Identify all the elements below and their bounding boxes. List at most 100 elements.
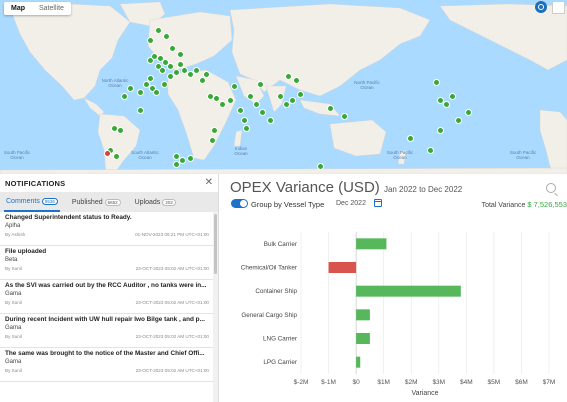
vessel-marker[interactable] xyxy=(241,117,248,124)
satellite-tab[interactable]: Satellite xyxy=(39,5,64,12)
vessel-marker[interactable] xyxy=(437,97,444,104)
vessel-marker[interactable] xyxy=(219,101,226,108)
vessel-marker[interactable] xyxy=(137,107,144,114)
vessel-marker[interactable] xyxy=(111,125,118,132)
vessel-marker[interactable] xyxy=(293,77,300,84)
vessel-marker[interactable] xyxy=(121,93,128,100)
vessel-marker[interactable] xyxy=(209,137,216,144)
vessel-marker[interactable] xyxy=(253,101,260,108)
tab-comments[interactable]: Comments 9536 xyxy=(4,192,60,212)
vessel-marker[interactable] xyxy=(147,37,154,44)
vessel-marker[interactable] xyxy=(193,67,200,74)
vessel-marker[interactable] xyxy=(297,91,304,98)
list-item[interactable]: File uploaded Beta By Sunil 23-OCT-2023 0… xyxy=(0,246,214,280)
vessel-marker[interactable] xyxy=(257,81,264,88)
vessel-marker[interactable] xyxy=(227,97,234,104)
vessel-marker[interactable] xyxy=(169,45,176,52)
vessel-marker[interactable] xyxy=(173,161,180,168)
vessel-marker[interactable] xyxy=(407,135,414,142)
scrollbar[interactable] xyxy=(213,212,218,402)
date-range: Jan 2022 to Dec 2022 xyxy=(383,185,463,194)
vessel-marker[interactable] xyxy=(259,109,266,116)
vessel-marker[interactable] xyxy=(147,57,154,64)
vessel-marker-alert[interactable] xyxy=(104,150,111,157)
vessel-marker[interactable] xyxy=(113,153,120,160)
vessel-marker[interactable] xyxy=(289,97,296,104)
map-search-icon[interactable] xyxy=(535,1,547,13)
vessel-marker[interactable] xyxy=(341,113,348,120)
vessel-marker[interactable] xyxy=(153,89,160,96)
vessel-marker[interactable] xyxy=(277,93,284,100)
vessel-marker[interactable] xyxy=(267,117,274,124)
vessel-marker[interactable] xyxy=(317,163,324,170)
vessel-marker[interactable] xyxy=(179,157,186,164)
tab-published[interactable]: Published 6652 xyxy=(70,192,123,212)
vessel-marker[interactable] xyxy=(161,81,168,88)
vessel-marker[interactable] xyxy=(162,59,169,66)
vessel-marker[interactable] xyxy=(147,75,154,82)
vessel-marker[interactable] xyxy=(433,79,440,86)
vessel-marker[interactable] xyxy=(177,51,184,58)
vessel-marker[interactable] xyxy=(427,147,434,154)
vessel-marker[interactable] xyxy=(285,73,292,80)
search-icon[interactable] xyxy=(546,183,556,193)
map-land-layer xyxy=(0,1,567,174)
vessel-marker[interactable] xyxy=(155,63,162,70)
vessel-marker[interactable] xyxy=(177,61,184,68)
vessel-marker[interactable] xyxy=(465,109,472,116)
vessel-marker[interactable] xyxy=(157,55,164,62)
vessel-marker[interactable] xyxy=(213,95,220,102)
vessel-marker[interactable] xyxy=(143,81,150,88)
tab-uploads[interactable]: Uploads 202 xyxy=(133,192,178,212)
vessel-marker[interactable] xyxy=(247,93,254,100)
vessel-marker[interactable] xyxy=(327,105,334,112)
vessel-marker[interactable] xyxy=(173,153,180,160)
tab-label: Uploads xyxy=(134,198,161,206)
opex-variance-panel: OPEX Variance (USD) Jan 2022 to Dec 2022… xyxy=(219,174,567,402)
opex-variance-chart: $-2M $-1M $0 $1M $2M $3M $4M $5M $6M $7M Bulk Carr… xyxy=(241,232,555,397)
vessel-marker[interactable] xyxy=(149,85,156,92)
world-map[interactable]: Map Satellite North Atlantic Ocean South… xyxy=(0,0,567,174)
month-picker[interactable]: Dec 2022 xyxy=(336,200,366,207)
list-item[interactable]: As the SVI was carried out by the RCC Au… xyxy=(0,280,214,314)
vessel-marker[interactable] xyxy=(449,93,456,100)
total-label: Total Variance xyxy=(481,202,526,209)
fullscreen-icon[interactable] xyxy=(552,1,565,14)
vessel-marker[interactable] xyxy=(155,27,162,34)
vessel-marker[interactable] xyxy=(137,89,144,96)
vessel-marker[interactable] xyxy=(211,127,218,134)
ocean-label: South Pacific Ocean xyxy=(3,150,31,160)
vessel-marker[interactable] xyxy=(231,83,238,90)
vessel-marker[interactable] xyxy=(187,155,194,162)
vessel-marker[interactable] xyxy=(187,71,194,78)
list-item[interactable]: Changed Superintendent status to Ready. … xyxy=(0,212,214,246)
vessel-marker[interactable] xyxy=(443,101,450,108)
vessel-marker[interactable] xyxy=(159,67,166,74)
vessel-marker[interactable] xyxy=(243,125,250,132)
vessel-marker[interactable] xyxy=(127,85,134,92)
ocean-label: South Atlantic Ocean xyxy=(131,150,159,160)
vessel-marker[interactable] xyxy=(117,127,124,134)
map-type-toggle[interactable]: Map Satellite xyxy=(4,2,71,15)
category-label: Container Ship xyxy=(255,288,297,295)
vessel-marker[interactable] xyxy=(283,101,290,108)
map-tab[interactable]: Map xyxy=(11,5,25,12)
vessel-marker[interactable] xyxy=(203,71,210,78)
vessel-marker[interactable] xyxy=(167,63,174,70)
x-axis-label: Variance xyxy=(411,390,438,397)
calendar-icon[interactable] xyxy=(374,199,382,207)
list-item[interactable]: During recent Incident with UW hull repa… xyxy=(0,314,214,348)
vessel-marker[interactable] xyxy=(199,77,206,84)
vessel-marker[interactable] xyxy=(455,117,462,124)
scrollbar-thumb[interactable] xyxy=(214,214,217,274)
vessel-marker[interactable] xyxy=(167,73,174,80)
close-icon[interactable]: ✕ xyxy=(204,177,213,188)
vessel-marker[interactable] xyxy=(173,69,180,76)
vessel-marker[interactable] xyxy=(237,107,244,114)
vessel-marker[interactable] xyxy=(181,67,188,74)
group-by-toggle[interactable] xyxy=(231,199,248,208)
vessel-marker[interactable] xyxy=(163,33,170,40)
list-item[interactable]: The same was brought to the notice of th… xyxy=(0,348,214,382)
group-by-label: Group by Vessel Type xyxy=(251,200,325,209)
vessel-marker[interactable] xyxy=(437,127,444,134)
